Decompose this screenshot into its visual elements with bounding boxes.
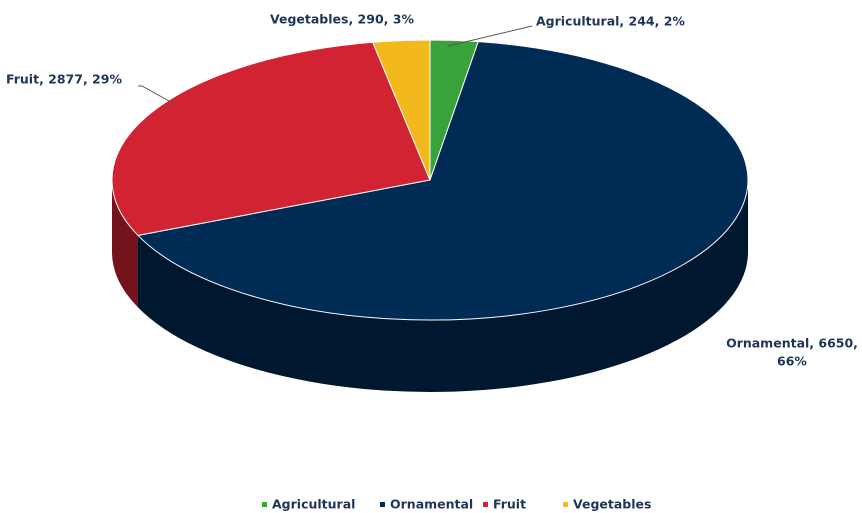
data-label: 66% bbox=[777, 354, 807, 369]
data-label: Fruit, 2877, 29% bbox=[6, 72, 122, 87]
slice bbox=[371, 39, 431, 181]
slice bbox=[136, 41, 749, 321]
legend-label: Agricultural bbox=[272, 497, 355, 512]
legend-marker bbox=[483, 502, 488, 507]
legend-label: Ornamental bbox=[390, 497, 473, 512]
legend-marker bbox=[563, 502, 568, 507]
legend-marker bbox=[262, 502, 267, 507]
legend-label: Fruit bbox=[493, 497, 526, 512]
legend-label: Vegetables bbox=[573, 497, 651, 512]
slice-side bbox=[137, 180, 748, 392]
leader-line bbox=[138, 85, 179, 107]
data-label: Ornamental, 6650, bbox=[726, 336, 858, 351]
legend-marker bbox=[380, 502, 385, 507]
slice bbox=[111, 41, 431, 236]
data-label: Vegetables, 290, 3% bbox=[270, 12, 414, 27]
leader-line bbox=[447, 25, 533, 47]
slice-side bbox=[112, 180, 138, 308]
data-label: Agricultural, 244, 2% bbox=[536, 14, 685, 29]
